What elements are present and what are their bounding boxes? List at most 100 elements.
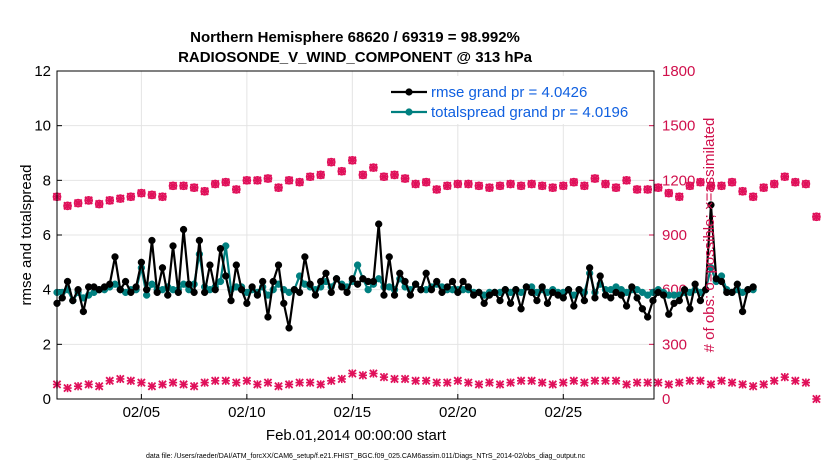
y-tick-label-left: 12 (34, 63, 51, 80)
obs-count-point (263, 378, 273, 387)
y-tick-label-right: 300 (662, 336, 687, 353)
obs-count-point (232, 378, 241, 387)
obs-count-point (432, 185, 441, 194)
rmse-data-point (696, 296, 705, 305)
obs-count-point (200, 378, 209, 387)
y-tick-label-left: 2 (43, 336, 51, 353)
rmse-data-point (311, 291, 320, 299)
rmse-data-point (707, 201, 715, 209)
obs-count-point (601, 179, 610, 189)
y-tick-label-right: 1500 (662, 118, 695, 135)
obs-count-point (580, 181, 589, 191)
obs-count-point (738, 187, 747, 196)
obs-count-point (305, 172, 315, 181)
obs-count-point (675, 378, 684, 387)
x-tick-label: 02/15 (334, 404, 372, 421)
rmse-data-point (717, 277, 726, 286)
rmse-data-point (253, 291, 262, 299)
obs-count-point (400, 374, 410, 384)
x-tick-label: 02/25 (545, 404, 583, 421)
obs-count-point (327, 376, 336, 386)
rmse-data-point (427, 286, 436, 294)
y-tick-label-left: 6 (43, 227, 51, 244)
obs-count-point (527, 179, 536, 189)
rmse-data-point (591, 294, 599, 302)
obs-count-point (116, 194, 125, 203)
totalspread-data-point (216, 277, 225, 286)
obs-count-point (770, 376, 779, 386)
rmse-data-point (633, 294, 641, 302)
rmse-data-point (480, 299, 488, 307)
obs-count-point (738, 380, 747, 389)
rmse-data-point (728, 288, 736, 297)
obs-count-point (506, 378, 515, 387)
obs-count-point (179, 181, 188, 191)
legend-label: rmse grand pr = 4.0426 (431, 84, 587, 101)
obs-count-point (369, 163, 378, 172)
obs-count-point (137, 188, 146, 198)
obs-count-point (485, 183, 494, 192)
obs-count-point (327, 157, 336, 167)
rmse-data-point (675, 296, 683, 305)
obs-count-point (348, 156, 357, 165)
obs-count-point (801, 179, 811, 189)
obs-count-point (453, 376, 463, 386)
obs-count-point (569, 376, 579, 386)
obs-count-point (495, 181, 505, 191)
obs-count-point (685, 376, 695, 386)
rmse-data-point (185, 280, 193, 288)
obs-count-point (664, 188, 674, 198)
obs-count-point (400, 174, 410, 183)
rmse-data-point (506, 299, 515, 307)
rmse-data-point (464, 283, 473, 291)
obs-count-point (411, 179, 420, 189)
legend-item-spread: totalspread grand pr = 4.0196 (391, 104, 628, 121)
plot-frame (56, 70, 655, 400)
obs-count-point (94, 199, 104, 209)
rmse-data-point (686, 305, 694, 313)
rmse-data-point (259, 277, 267, 286)
rmse-data-point (691, 280, 699, 288)
obs-count-point (590, 174, 600, 183)
rmse-data-point (195, 236, 204, 245)
obs-count-point (706, 380, 716, 389)
rmse-data-point (348, 275, 356, 283)
obs-count-point (232, 185, 241, 194)
obs-count-point (221, 177, 230, 187)
chart-title-line2: RADIOSONDE_V_WIND_COMPONENT @ 313 hPa (178, 49, 533, 66)
obs-count-point (548, 183, 557, 192)
rmse-data-point (201, 288, 209, 297)
obs-count-point (84, 380, 93, 389)
obs-count-point (696, 376, 705, 386)
obs-count-point (63, 383, 72, 393)
obs-count-point (801, 378, 811, 387)
rmse-data-point (269, 277, 277, 286)
rmse-data-point (137, 258, 146, 266)
obs-count-point (358, 170, 368, 180)
rmse-data-point (306, 280, 314, 288)
y-tick-label-right: 1800 (662, 63, 695, 80)
obs-count-point (559, 378, 568, 387)
y-tick-label-left: 10 (34, 118, 51, 135)
obs-count-point (348, 369, 357, 378)
rmse-data-point (501, 286, 509, 294)
obs-count-point (221, 376, 230, 386)
obs-count-point (443, 378, 452, 387)
obs-count-point (168, 181, 178, 191)
obs-count-point (158, 192, 167, 201)
x-tick-label: 02/20 (439, 404, 477, 421)
obs-count-point (379, 372, 389, 382)
obs-count-point (390, 170, 399, 180)
rmse-data-point (237, 286, 246, 294)
rmse-data-point (248, 283, 256, 291)
rmse-data-point (680, 286, 689, 294)
rmse-data-point (417, 286, 425, 294)
rmse-data-point (543, 299, 552, 307)
rmse-data-point (638, 305, 647, 313)
obs-count-point (506, 179, 515, 189)
obs-count-point (105, 376, 114, 386)
obs-count-point (242, 376, 252, 386)
obs-count-point (664, 380, 674, 389)
x-axis-label: Feb.01,2014 00:00:00 start (266, 427, 447, 444)
totalspread-data-point (353, 261, 362, 269)
